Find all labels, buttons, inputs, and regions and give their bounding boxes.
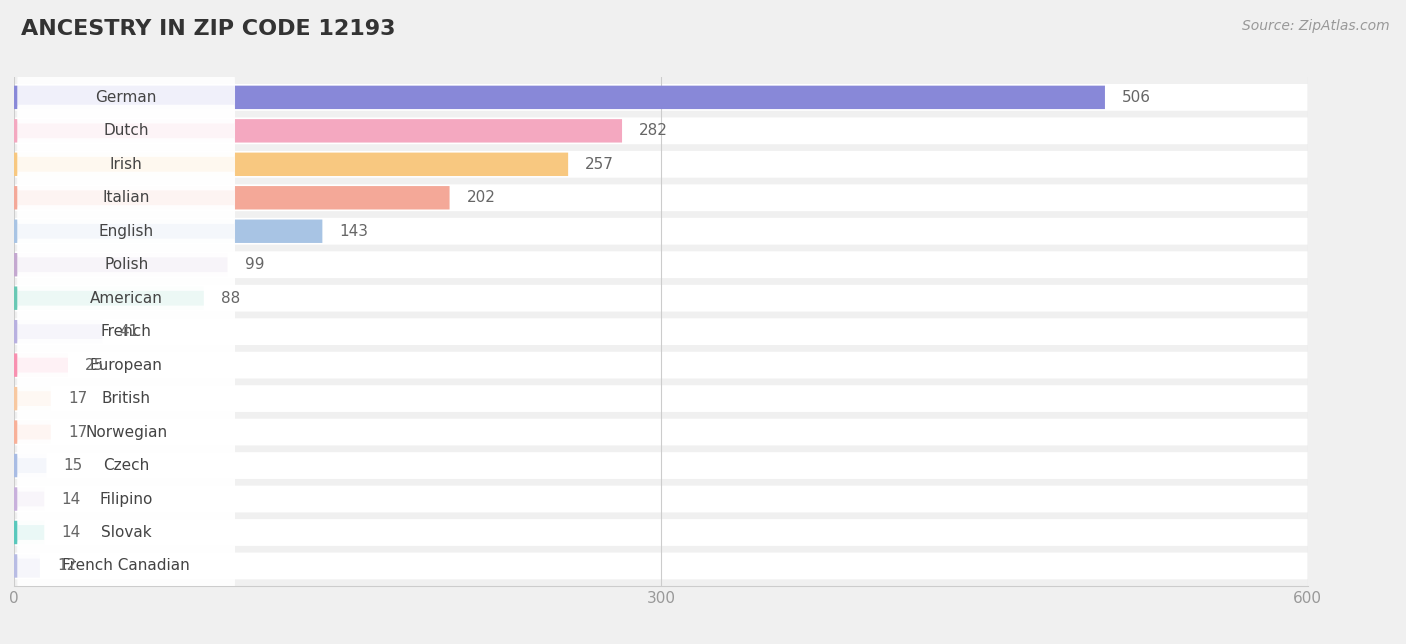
FancyBboxPatch shape bbox=[17, 105, 235, 157]
Text: Dutch: Dutch bbox=[104, 124, 149, 138]
Text: Slovak: Slovak bbox=[101, 525, 152, 540]
FancyBboxPatch shape bbox=[17, 540, 235, 592]
FancyBboxPatch shape bbox=[14, 184, 1308, 211]
FancyBboxPatch shape bbox=[14, 285, 1308, 312]
FancyBboxPatch shape bbox=[14, 117, 1308, 144]
Text: 14: 14 bbox=[62, 491, 80, 507]
FancyBboxPatch shape bbox=[14, 554, 39, 578]
FancyBboxPatch shape bbox=[17, 306, 235, 357]
Text: 88: 88 bbox=[221, 290, 240, 306]
Text: 202: 202 bbox=[467, 190, 496, 205]
Text: French: French bbox=[101, 324, 152, 339]
Text: Norwegian: Norwegian bbox=[86, 424, 167, 440]
FancyBboxPatch shape bbox=[17, 239, 235, 291]
FancyBboxPatch shape bbox=[14, 486, 1308, 513]
FancyBboxPatch shape bbox=[14, 452, 1308, 479]
Text: 41: 41 bbox=[120, 324, 139, 339]
FancyBboxPatch shape bbox=[14, 86, 1105, 109]
FancyBboxPatch shape bbox=[14, 419, 1308, 446]
FancyBboxPatch shape bbox=[14, 153, 568, 176]
FancyBboxPatch shape bbox=[14, 521, 44, 544]
FancyBboxPatch shape bbox=[14, 454, 46, 477]
FancyBboxPatch shape bbox=[17, 406, 235, 458]
Text: 506: 506 bbox=[1122, 90, 1152, 105]
FancyBboxPatch shape bbox=[14, 352, 1308, 379]
FancyBboxPatch shape bbox=[14, 354, 67, 377]
Text: 99: 99 bbox=[245, 257, 264, 272]
Text: British: British bbox=[101, 391, 150, 406]
FancyBboxPatch shape bbox=[17, 372, 235, 424]
Text: 17: 17 bbox=[67, 424, 87, 440]
FancyBboxPatch shape bbox=[14, 220, 322, 243]
Text: 25: 25 bbox=[86, 357, 104, 373]
Text: 14: 14 bbox=[62, 525, 80, 540]
FancyBboxPatch shape bbox=[14, 151, 1308, 178]
FancyBboxPatch shape bbox=[14, 385, 1308, 412]
Text: 143: 143 bbox=[340, 223, 368, 239]
FancyBboxPatch shape bbox=[17, 272, 235, 325]
FancyBboxPatch shape bbox=[14, 488, 44, 511]
Text: English: English bbox=[98, 223, 153, 239]
FancyBboxPatch shape bbox=[17, 339, 235, 391]
Text: Czech: Czech bbox=[103, 458, 149, 473]
Text: European: European bbox=[90, 357, 163, 373]
FancyBboxPatch shape bbox=[14, 287, 204, 310]
FancyBboxPatch shape bbox=[17, 172, 235, 224]
FancyBboxPatch shape bbox=[14, 218, 1308, 245]
FancyBboxPatch shape bbox=[17, 473, 235, 525]
Text: 282: 282 bbox=[640, 124, 668, 138]
Text: 15: 15 bbox=[63, 458, 83, 473]
FancyBboxPatch shape bbox=[14, 186, 450, 209]
Text: Polish: Polish bbox=[104, 257, 148, 272]
FancyBboxPatch shape bbox=[17, 439, 235, 491]
Text: American: American bbox=[90, 290, 163, 306]
Text: French Canadian: French Canadian bbox=[62, 558, 190, 573]
Text: Source: ZipAtlas.com: Source: ZipAtlas.com bbox=[1241, 19, 1389, 33]
FancyBboxPatch shape bbox=[17, 138, 235, 191]
FancyBboxPatch shape bbox=[14, 251, 1308, 278]
FancyBboxPatch shape bbox=[17, 71, 235, 124]
FancyBboxPatch shape bbox=[14, 253, 228, 276]
FancyBboxPatch shape bbox=[14, 84, 1308, 111]
Text: Italian: Italian bbox=[103, 190, 150, 205]
FancyBboxPatch shape bbox=[14, 320, 103, 343]
FancyBboxPatch shape bbox=[17, 205, 235, 258]
FancyBboxPatch shape bbox=[17, 506, 235, 558]
Text: 12: 12 bbox=[58, 558, 76, 573]
FancyBboxPatch shape bbox=[14, 553, 1308, 580]
Text: ANCESTRY IN ZIP CODE 12193: ANCESTRY IN ZIP CODE 12193 bbox=[21, 19, 395, 39]
Text: German: German bbox=[96, 90, 157, 105]
FancyBboxPatch shape bbox=[14, 519, 1308, 546]
Text: Irish: Irish bbox=[110, 156, 142, 172]
Text: 17: 17 bbox=[67, 391, 87, 406]
Text: Filipino: Filipino bbox=[100, 491, 153, 507]
FancyBboxPatch shape bbox=[14, 318, 1308, 345]
FancyBboxPatch shape bbox=[14, 421, 51, 444]
FancyBboxPatch shape bbox=[14, 387, 51, 410]
Text: 257: 257 bbox=[585, 156, 614, 172]
FancyBboxPatch shape bbox=[14, 119, 621, 142]
